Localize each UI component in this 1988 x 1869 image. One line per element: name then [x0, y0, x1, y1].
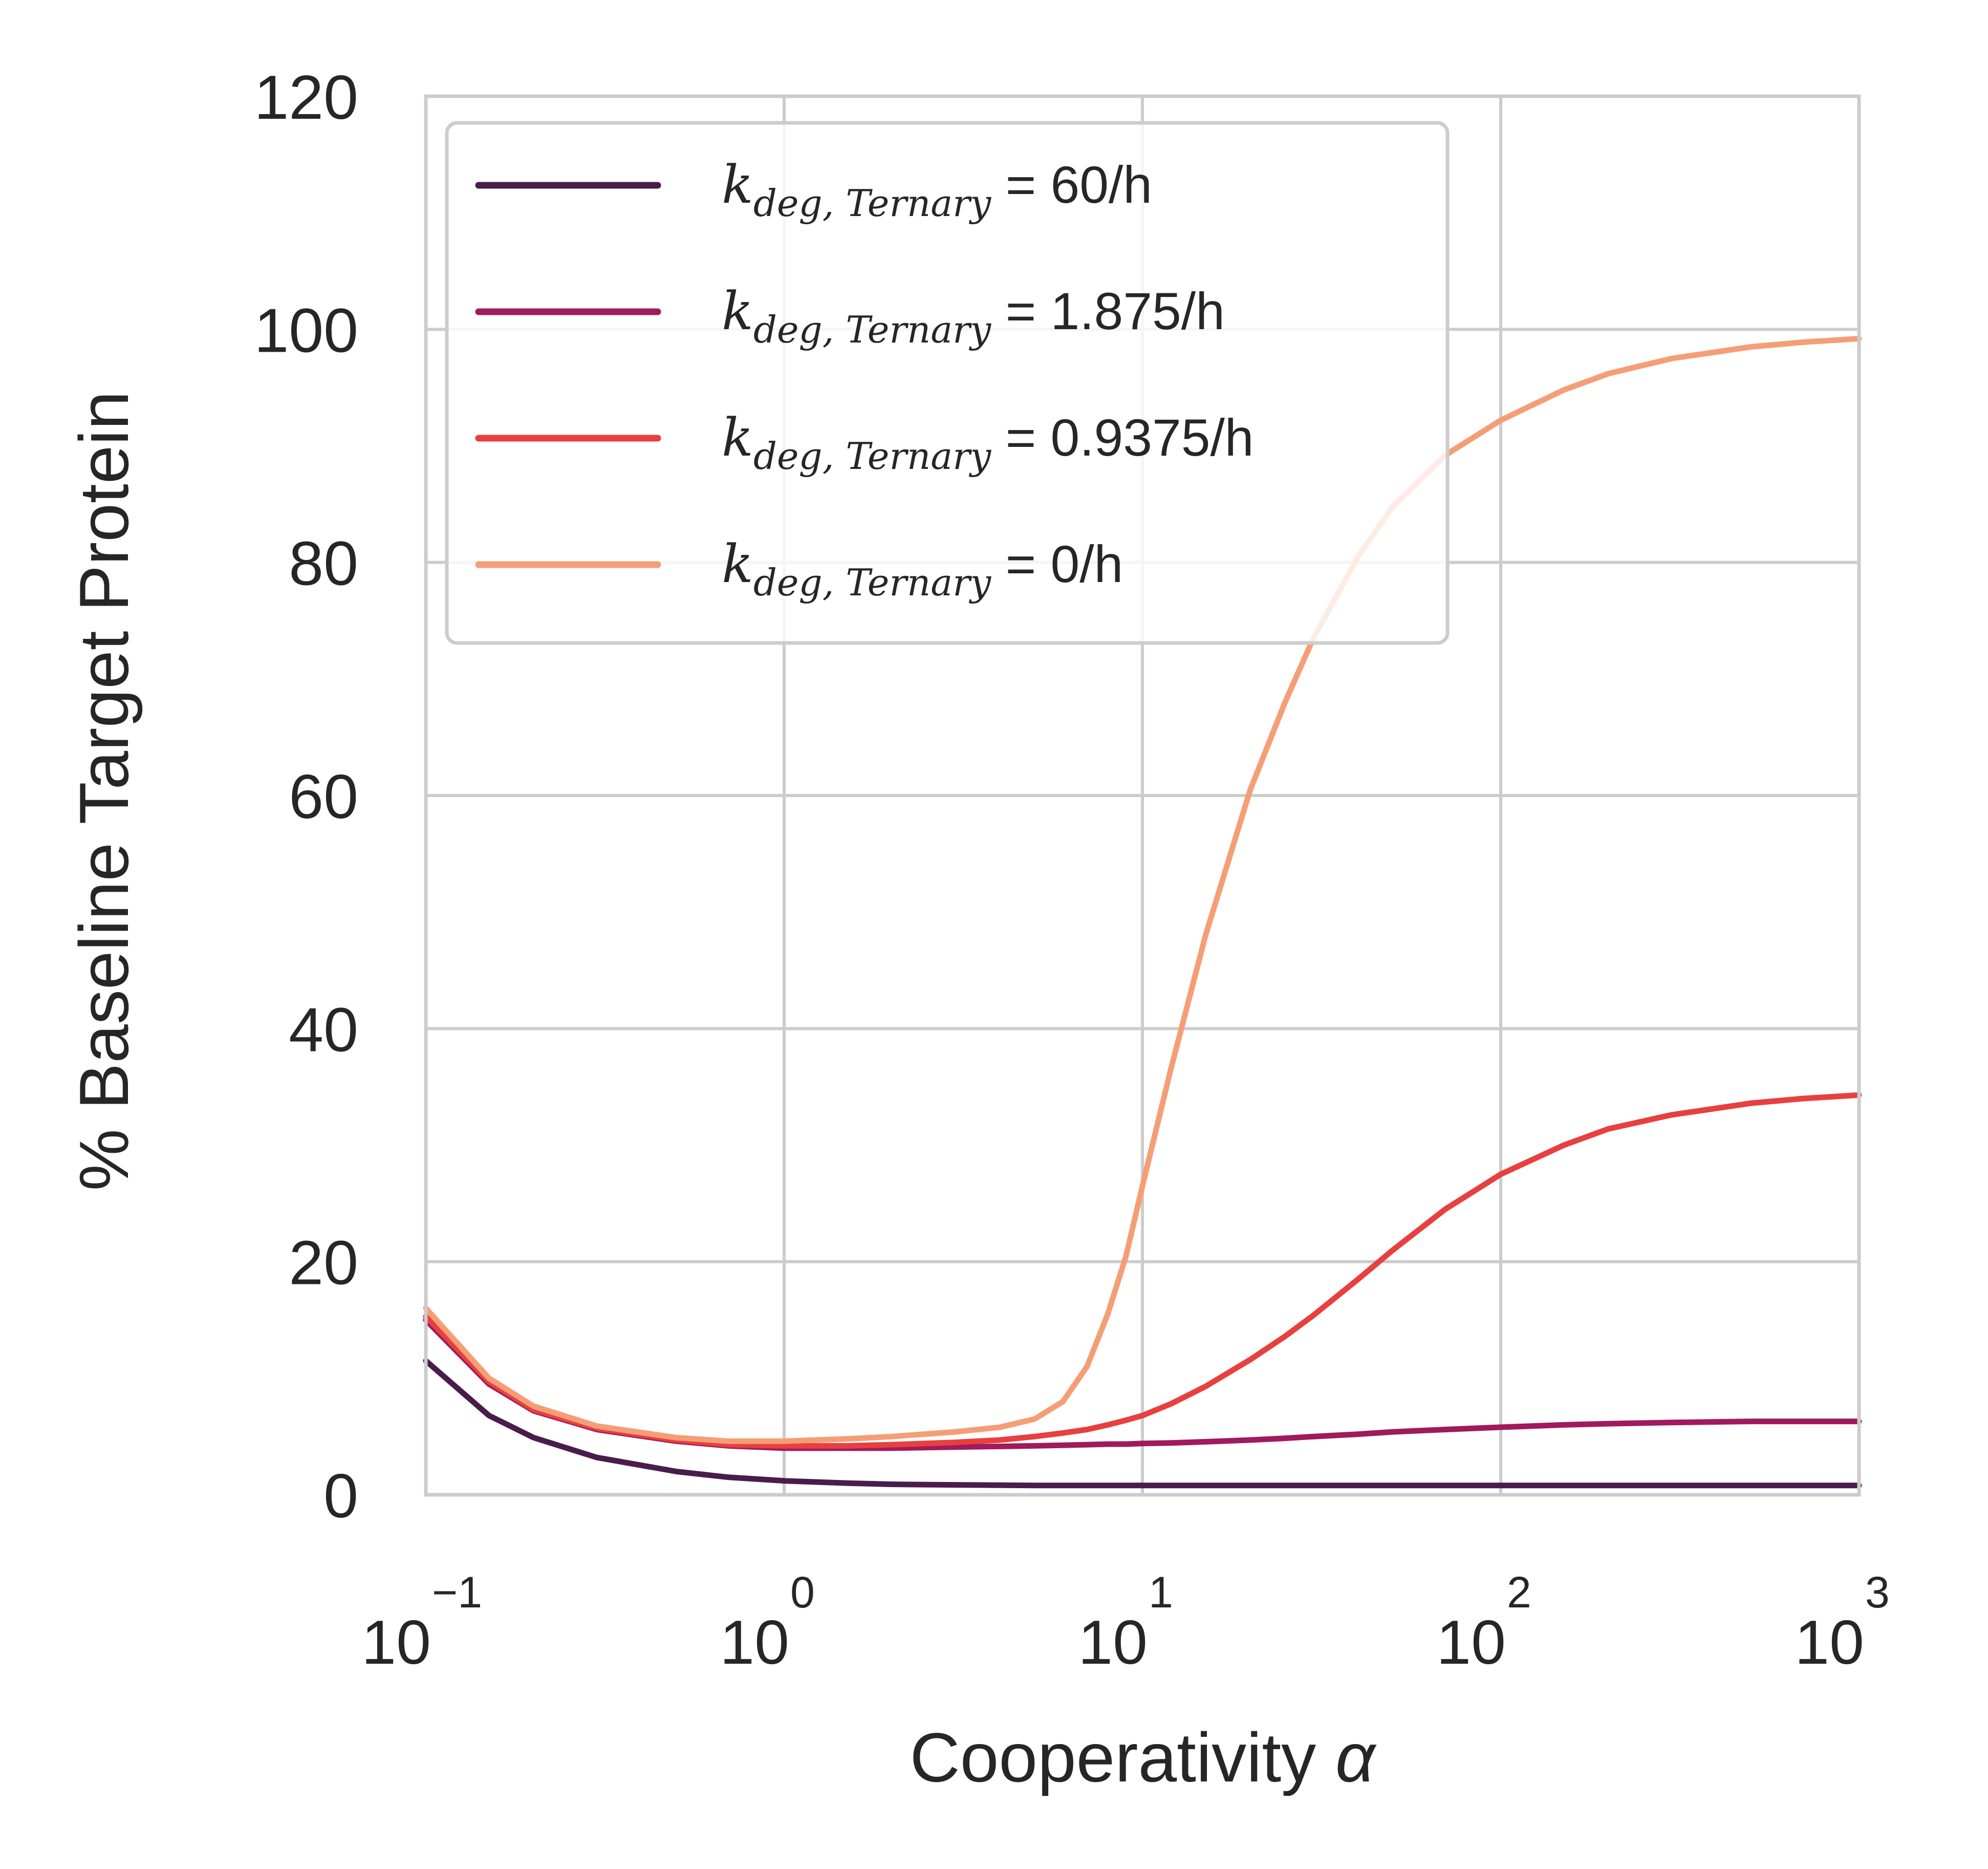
series-lines [423, 336, 1862, 1489]
x-tick-base: 10 [361, 1607, 431, 1677]
x-tick-base: 10 [1795, 1607, 1864, 1677]
legend-subscript: deg, Ternary [753, 561, 992, 604]
x-tick-base: 10 [1436, 1607, 1506, 1677]
legend-label: kdeg, Ternary = 1.875/h [722, 281, 1225, 351]
legend-subscript: deg, Ternary [753, 435, 992, 478]
legend-k: k [722, 155, 753, 216]
legend-subscript: deg, Ternary [753, 182, 992, 225]
legend-label: kdeg, Ternary = 60/h [722, 155, 1152, 225]
legend-value: = 1.875/h [991, 282, 1225, 340]
x-tick-label: 103 [1795, 1568, 1890, 1677]
legend-k: k [722, 407, 753, 468]
series-line-1 [423, 1358, 1862, 1489]
x-tick-exponent: −1 [432, 1568, 482, 1617]
legend-value: = 0/h [991, 535, 1123, 593]
y-tick-label: 20 [289, 1228, 358, 1298]
y-tick-label: 40 [289, 995, 358, 1064]
y-tick-label: 120 [254, 62, 358, 132]
x-tick-label: 10−1 [361, 1568, 482, 1677]
x-tick-exponent: 3 [1865, 1568, 1890, 1617]
y-tick-label: 80 [289, 529, 358, 598]
legend-k: k [722, 281, 753, 342]
x-tick-label: 102 [1436, 1568, 1531, 1677]
x-tick-exponent: 2 [1507, 1568, 1531, 1617]
legend-value: = 60/h [991, 156, 1152, 214]
legend-item: kdeg, Ternary = 60/h [475, 155, 1152, 225]
x-axis-label-symbol: α [1335, 1718, 1377, 1796]
series-line-4 [423, 336, 1862, 1444]
x-tick-label: 101 [1078, 1568, 1173, 1677]
legend-k: k [722, 534, 753, 595]
x-axis-label: Cooperativity α [910, 1718, 1376, 1796]
y-tick-label: 60 [289, 762, 358, 831]
legend-label: kdeg, Ternary = 0/h [722, 534, 1123, 604]
y-tick-labels: 0 20 40 60 80 100 120 [254, 62, 358, 1531]
legend-item: kdeg, Ternary = 0.9375/h [475, 407, 1254, 478]
y-tick-label: 0 [323, 1461, 358, 1531]
x-tick-exponent: 1 [1149, 1568, 1173, 1617]
y-axis-label: % Baseline Target Protein [65, 391, 143, 1191]
x-tick-base: 10 [720, 1607, 789, 1677]
legend-value: = 0.9375/h [991, 409, 1254, 467]
plot-frame [424, 94, 1861, 1497]
x-tick-label: 100 [720, 1568, 815, 1677]
series-line-3 [423, 1092, 1862, 1449]
legend-item: kdeg, Ternary = 0/h [475, 534, 1123, 604]
legend-subscript: deg, Ternary [753, 308, 992, 351]
x-tick-exponent: 0 [790, 1568, 815, 1617]
x-tick-base: 10 [1078, 1607, 1148, 1677]
legend-label: kdeg, Ternary = 0.9375/h [722, 407, 1254, 478]
legend-item: kdeg, Ternary = 1.875/h [475, 281, 1225, 351]
y-tick-label: 100 [254, 295, 358, 365]
x-axis-label-text: Cooperativity [910, 1718, 1316, 1796]
legend-box [445, 121, 1450, 645]
